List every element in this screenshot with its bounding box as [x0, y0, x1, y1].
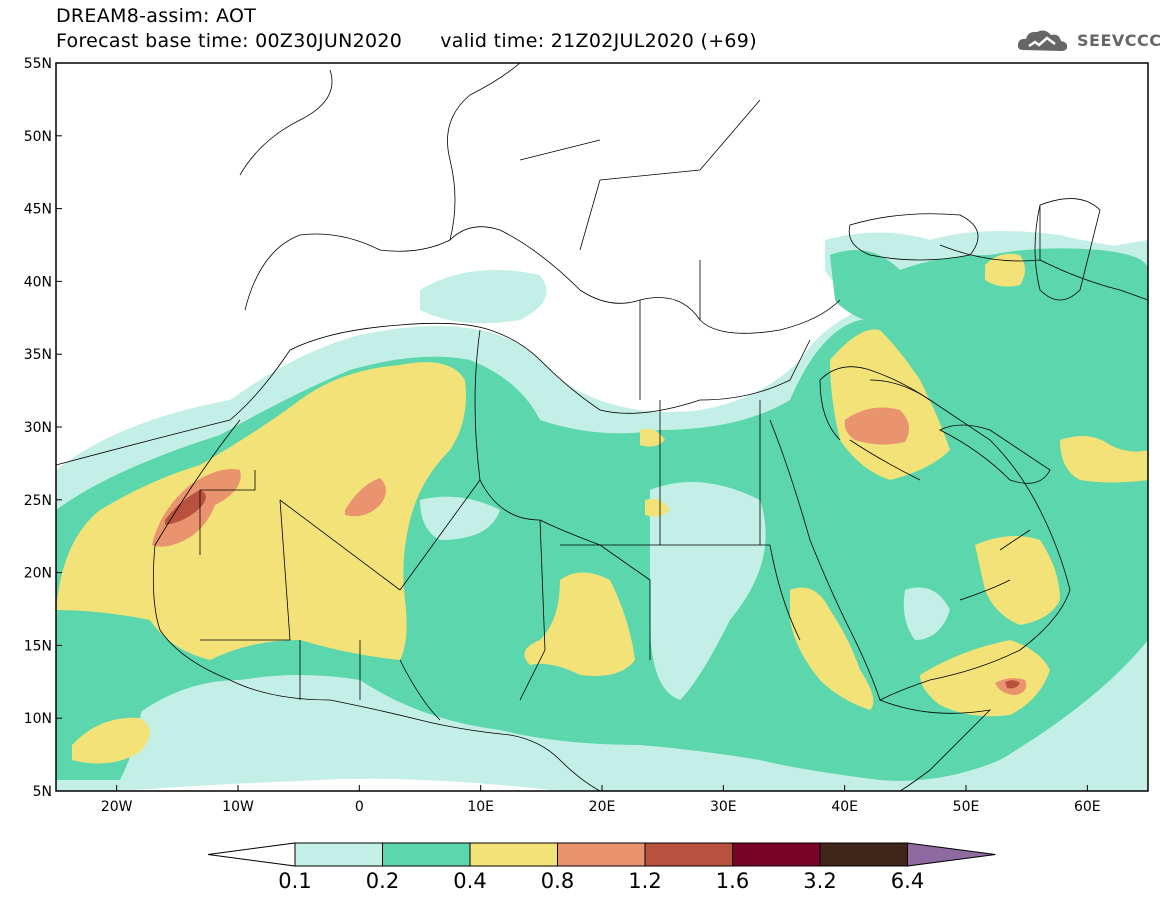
lon-tick-label: 20W: [101, 799, 133, 815]
lon-tick-label: 30E: [710, 799, 737, 815]
lat-tick-label: 20N: [24, 566, 52, 582]
seevccc-logo: SEEVCCC: [1015, 24, 1161, 58]
lon-axis: 20W 10W 0 10E 20E 30E 40E 50E 60E: [101, 785, 1101, 815]
lon-tick-label: 20E: [589, 799, 616, 815]
lat-tick-label: 55N: [24, 56, 52, 72]
colorbar-label: 0.8: [540, 869, 575, 893]
lat-tick-label: 25N: [24, 493, 52, 509]
colorbar-swatch: [644, 842, 733, 867]
colorbar-swatch: [557, 842, 646, 867]
colorbar-label: 6.4: [890, 869, 925, 893]
lat-tick-label: 10N: [24, 711, 52, 727]
cloud-icon: [1017, 30, 1068, 51]
colorbar-swatch: [469, 842, 558, 867]
title-product: DREAM8-assim: AOT: [56, 5, 257, 27]
lat-axis: 55N 50N 45N 40N 35N 30N 25N 20N 15N 10N 5N: [24, 56, 62, 800]
colorbar-label: 1.2: [628, 869, 662, 893]
colorbar-swatch: [382, 842, 471, 867]
lon-tick-label: 40E: [831, 799, 858, 815]
aot-band-0.4: [56, 362, 466, 660]
colorbar-label: 0.2: [365, 869, 400, 893]
colorbar-max-arrow: [907, 842, 996, 867]
lon-tick-label: 10E: [467, 799, 494, 815]
colorbar-label: 3.2: [803, 869, 837, 893]
aot-contours: [56, 63, 1148, 791]
lat-tick-label: 50N: [24, 129, 52, 145]
colorbar-swatch: [732, 842, 821, 867]
title-times: Forecast base time: 00Z30JUN2020 valid t…: [56, 30, 757, 52]
lat-tick-label: 5N: [33, 784, 52, 800]
colorbar: [207, 842, 996, 867]
lon-tick-label: 10W: [222, 799, 254, 815]
lat-tick-label: 15N: [24, 638, 52, 654]
lat-tick-label: 40N: [24, 274, 52, 290]
lon-tick-label: 50E: [953, 799, 980, 815]
colorbar-label: 0.4: [453, 869, 487, 893]
colorbar-min-arrow: [207, 842, 296, 867]
lat-tick-label: 35N: [24, 347, 52, 363]
colorbar-swatch: [294, 842, 383, 867]
lon-tick-label: 0: [355, 799, 364, 815]
lat-tick-label: 45N: [24, 202, 52, 218]
aot-band-1.2: [165, 490, 206, 525]
logo-text: SEEVCCC: [1077, 31, 1162, 50]
lon-tick-label: 60E: [1074, 799, 1101, 815]
colorbar-label: 1.6: [715, 869, 750, 893]
colorbar-label: 0.1: [278, 869, 312, 893]
lat-tick-label: 30N: [24, 420, 52, 436]
colorbar-swatch: [819, 842, 908, 867]
coastlines: [56, 63, 1148, 791]
